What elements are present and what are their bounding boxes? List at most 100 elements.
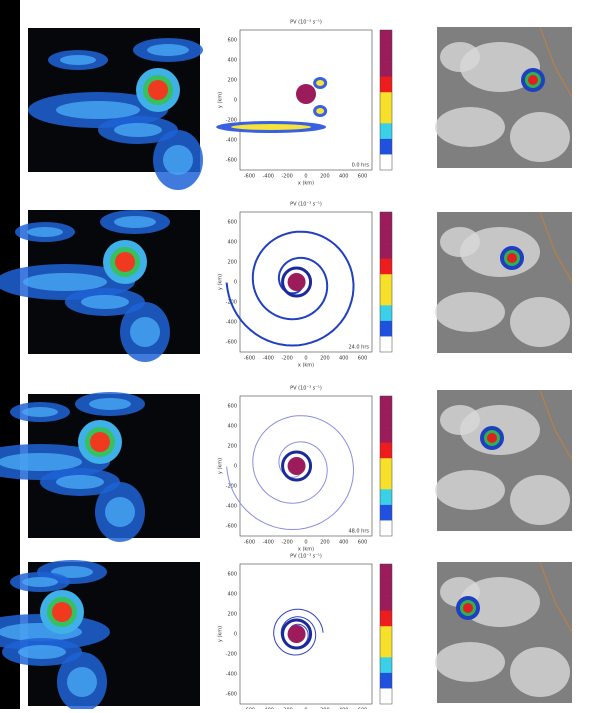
pv-ring — [281, 266, 313, 298]
x-tick-label: 200 — [320, 174, 330, 180]
blob — [27, 227, 63, 237]
blob — [0, 453, 82, 471]
colorbar-frame — [379, 211, 393, 353]
x-tick-label: -200 — [281, 174, 292, 180]
colorbar-band — [380, 579, 392, 596]
x-tick-label: 0 — [304, 540, 307, 546]
blob — [56, 101, 140, 119]
storm-core — [463, 603, 473, 613]
coastline — [539, 561, 573, 633]
cloud — [460, 42, 540, 92]
pv-vortex — [287, 273, 306, 291]
storm-core — [487, 433, 497, 443]
x-tick-label: 0 — [304, 174, 307, 180]
y-tick-label: -600 — [226, 340, 237, 346]
y-tick-label: 400 — [227, 592, 237, 598]
colorbar-band — [380, 688, 392, 705]
blob — [89, 398, 131, 410]
storm-core — [507, 253, 517, 263]
colorbar-band — [380, 520, 392, 537]
colorbar-band — [380, 427, 392, 443]
x-tick-label: 400 — [339, 540, 349, 546]
blob — [147, 44, 189, 56]
plot-frame — [239, 395, 373, 537]
colorbar-band — [380, 626, 392, 643]
x-tick-label: 200 — [320, 540, 330, 546]
colorbar-band — [380, 243, 392, 259]
x-tick-label: 400 — [339, 174, 349, 180]
blob — [22, 577, 58, 587]
pv-vortex — [316, 108, 325, 114]
y-axis-label: y (km) — [218, 274, 224, 290]
blob — [114, 123, 162, 137]
coastline — [539, 26, 573, 98]
y-tick-label: 600 — [227, 404, 237, 410]
y-tick-label: -200 — [226, 652, 237, 658]
pv-ring — [281, 450, 313, 482]
colorbar-band — [380, 154, 392, 171]
colorbar-band — [380, 92, 392, 109]
y-tick-label: 0 — [234, 280, 237, 286]
cloud — [510, 297, 570, 347]
time-label: 24.0 hrs — [348, 345, 369, 351]
x-tick-label: 0 — [304, 356, 307, 362]
blob — [22, 407, 58, 417]
pv-ring — [281, 618, 313, 650]
y-tick-label: 0 — [234, 98, 237, 104]
pv-title: PV (10⁻³ s⁻¹) — [290, 554, 322, 560]
colorbar-band — [380, 458, 392, 475]
cloud — [435, 107, 505, 147]
pv-vortex — [316, 80, 325, 86]
pv-title: PV (10⁻³ s⁻¹) — [290, 386, 322, 392]
colorbar-frame — [379, 395, 393, 537]
colorbar-band — [380, 30, 392, 46]
y-axis-label: y (km) — [218, 626, 224, 642]
colorbar-band — [380, 336, 392, 353]
y-tick-label: 200 — [227, 444, 237, 450]
blob — [51, 566, 93, 578]
side-bar — [0, 0, 20, 709]
x-tick-label: -400 — [263, 356, 274, 362]
x-axis-label: x (km) — [298, 547, 314, 553]
colorbar-band — [380, 473, 392, 490]
colorbar-band — [380, 564, 392, 580]
y-tick-label: -400 — [226, 504, 237, 510]
coastline — [539, 389, 573, 461]
cloud — [435, 292, 505, 332]
colorbar-band — [380, 489, 392, 506]
cloud — [510, 647, 570, 697]
blob — [163, 145, 193, 175]
blob — [18, 645, 66, 659]
colorbar-band — [380, 76, 392, 93]
y-tick-label: -200 — [226, 118, 237, 124]
time-label: 0.0 hrs — [352, 163, 370, 169]
plot-frame — [239, 563, 373, 705]
vortex-core — [148, 80, 168, 100]
y-tick-label: 400 — [227, 240, 237, 246]
x-axis-label: x (km) — [298, 181, 314, 187]
pv-filament — [231, 124, 312, 130]
cloud — [510, 475, 570, 525]
colorbar-frame — [379, 29, 393, 171]
colorbar-band — [380, 305, 392, 322]
x-tick-label: 600 — [358, 540, 368, 546]
colorbar-band — [380, 641, 392, 658]
field-blobs — [0, 560, 110, 712]
y-tick-label: 400 — [227, 58, 237, 64]
colorbar-band — [380, 212, 392, 228]
field-blobs — [0, 210, 170, 362]
cloud — [460, 577, 540, 627]
colorbar-band — [380, 595, 392, 611]
time-label: 48.0 hrs — [348, 529, 369, 535]
vortex-core — [52, 602, 72, 622]
colorbar-frame — [379, 563, 393, 705]
pv-vortex — [287, 625, 306, 643]
y-tick-label: 600 — [227, 38, 237, 44]
y-tick-label: 200 — [227, 612, 237, 618]
vortex-core — [90, 432, 110, 452]
cloud — [510, 112, 570, 162]
x-tick-label: 400 — [339, 356, 349, 362]
y-tick-label: 200 — [227, 260, 237, 266]
blob — [67, 667, 97, 697]
cloud — [440, 227, 480, 257]
